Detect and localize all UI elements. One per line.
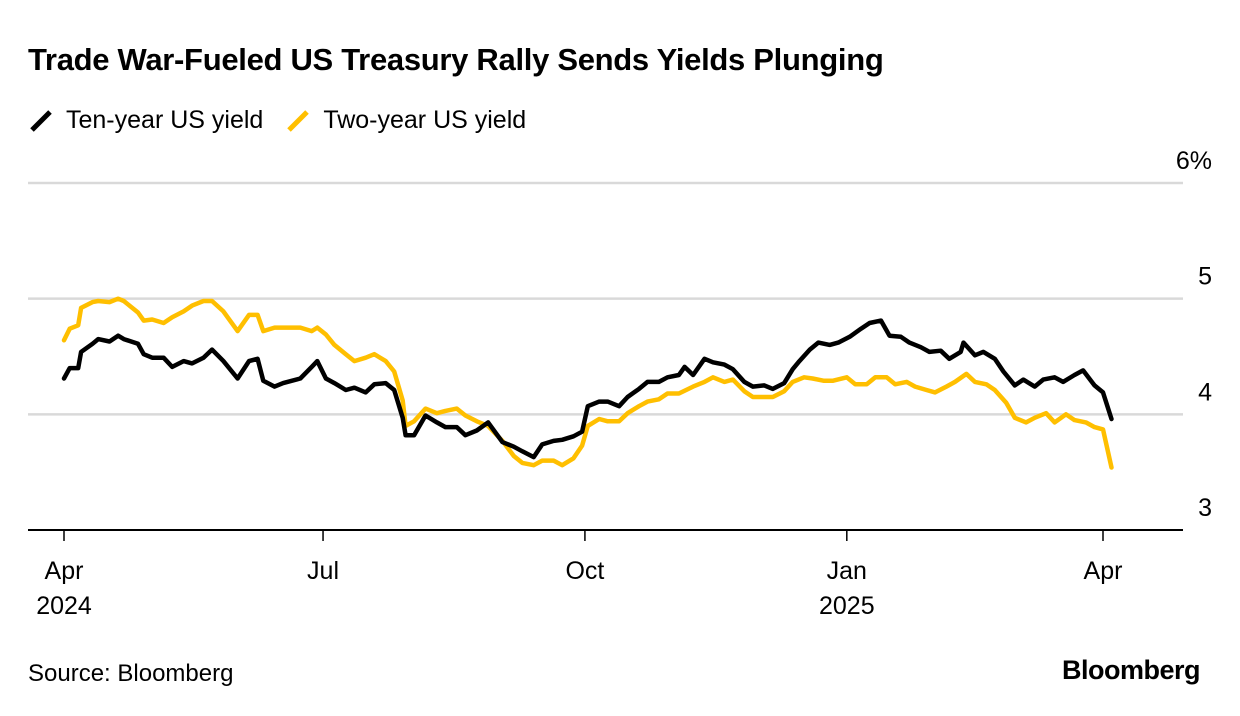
legend-label-ten-year: Ten-year US yield [66, 106, 264, 134]
legend-label-two-year: Two-year US yield [323, 106, 527, 134]
x-tick-label: Jan [827, 557, 867, 585]
x-axis: Apr 2024 Jul Oct Jan 2025 Apr [28, 529, 1183, 620]
legend: Ten-year US yield Two-year US yield [28, 106, 548, 135]
legend-item-ten-year: Ten-year US yield [28, 106, 263, 135]
slash-line-icon [287, 109, 310, 132]
x-tick-label: Jul [307, 557, 339, 585]
series-line-two-year [61, 296, 1114, 470]
x-tick-label: Apr [45, 557, 84, 585]
x-tick-label: Apr [1084, 557, 1123, 585]
slash-line-icon [30, 109, 52, 132]
y-tick-label: 4 [1198, 378, 1212, 406]
source-note: Source: Bloomberg [28, 660, 234, 687]
legend-item-two-year: Two-year US yield [285, 106, 526, 135]
series-lines [61, 296, 1114, 470]
y-tick-label: 3 [1198, 494, 1212, 522]
x-tick-sublabel: 2024 [36, 592, 92, 620]
chart-title: Trade War-Fueled US Treasury Rally Sends… [28, 42, 884, 77]
bloomberg-logo: Bloomberg [1061, 655, 1201, 685]
y-tick-label: 6% [1176, 147, 1212, 175]
series-line-ten-year [61, 318, 1114, 460]
x-tick-sublabel: 2025 [819, 592, 875, 620]
gridlines [28, 181, 1183, 416]
y-tick-label: 5 [1198, 263, 1212, 291]
x-tick-label: Oct [565, 557, 604, 585]
y-axis-labels: 3 4 5 6% [1176, 147, 1212, 522]
